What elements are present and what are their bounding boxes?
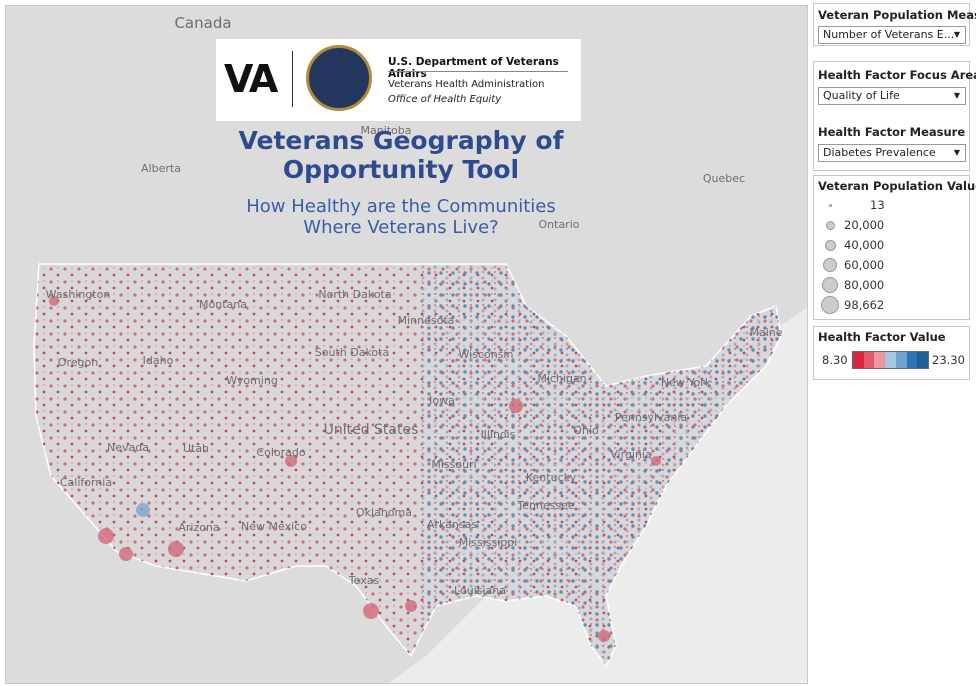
place-label: Iowa	[429, 394, 455, 407]
title-line: Opportunity Tool	[282, 155, 520, 184]
legend-title: Veteran Population Value	[818, 179, 976, 193]
dropdown[interactable]: Quality of Life	[818, 87, 966, 105]
subtitle-line: Where Veterans Live?	[303, 217, 499, 238]
place-label: Virginia	[610, 448, 651, 461]
size-legend: Veteran Population Value 13 20,000 40,000 6…	[813, 175, 976, 320]
va-logo-box: VA U.S. Department of Veterans Affairs V…	[216, 39, 581, 121]
place-label: Manitoba	[360, 124, 411, 137]
size-label: 60,000	[844, 258, 885, 272]
place-label: Utah	[183, 442, 209, 455]
dropdown[interactable]: Diabetes Prevalence	[818, 144, 966, 162]
size-swatch	[822, 277, 838, 293]
filter-title: Veteran Population Meas...	[818, 8, 976, 22]
subtitle: How Healthy are the Communities Where Ve…	[206, 196, 596, 238]
office: Office of Health Equity	[388, 94, 502, 105]
place-label: Tennessee	[516, 499, 575, 512]
subtitle-line: How Healthy are the Communities	[246, 196, 556, 217]
place-label: California	[60, 476, 112, 489]
size-label: 40,000	[844, 238, 885, 252]
map: Canada Manitoba Alberta Quebec Ontario Washin…	[5, 5, 808, 684]
va-logo: VA	[224, 57, 278, 101]
place-label: Ontario	[539, 218, 580, 231]
place-label: Montana	[199, 298, 247, 311]
place-label: Kentucky	[526, 471, 577, 484]
color-legend: Health Factor Value 8.30 23.30	[813, 326, 970, 380]
place-label: Quebec	[703, 172, 745, 185]
va-seal	[306, 45, 372, 111]
size-legend-item: 13	[814, 196, 964, 214]
size-legend-item: 60,000	[814, 256, 964, 274]
place-label: North Dakota	[318, 288, 391, 301]
size-legend-item: 40,000	[814, 236, 964, 254]
place-label: Washington	[46, 288, 111, 301]
place-label: Illinois	[481, 428, 516, 441]
department: U.S. Department of Veterans Affairs	[388, 56, 559, 80]
legend-title: Health Factor Value	[818, 330, 946, 344]
filter-panel: Veteran Population Meas... Number of Vet…	[813, 3, 976, 46]
place-label: South Dakota	[315, 346, 389, 359]
size-legend-item: 80,000	[814, 276, 964, 294]
place-label: Colorado	[256, 446, 305, 459]
legend-max: 23.30	[932, 353, 965, 367]
size-label: 98,662	[844, 298, 885, 312]
place-label: New York	[661, 376, 712, 389]
color-ramp	[852, 351, 929, 369]
place-label: Canada	[174, 14, 231, 32]
place-label: Alberta	[141, 162, 181, 175]
place-label: Michigan	[537, 372, 586, 385]
administration: Veterans Health Administration	[388, 79, 545, 90]
county-dots-east	[421, 264, 781, 666]
size-legend-item: 98,662	[814, 296, 964, 314]
size-swatch	[823, 258, 837, 272]
size-swatch	[825, 220, 835, 230]
place-label: New Mexico	[241, 520, 307, 533]
place-label: Louisiana	[454, 584, 506, 597]
place-label: Wyoming	[226, 374, 278, 387]
place-label: Idaho	[143, 354, 174, 367]
place-label: Arkansas	[427, 518, 477, 531]
place-label: Mississippi	[459, 536, 518, 549]
place-label: Pennsylvania	[615, 411, 687, 424]
filter-title: Health Factor Measure	[818, 125, 966, 139]
size-label: 13	[870, 198, 885, 212]
place-label: Minnesota	[398, 314, 455, 327]
size-label: 80,000	[844, 278, 885, 292]
size-swatch	[824, 239, 836, 251]
dropdown[interactable]: Number of Veterans E...	[818, 26, 966, 44]
size-swatch	[821, 296, 839, 314]
size-swatch	[828, 203, 832, 207]
legend-min: 8.30	[822, 353, 848, 367]
place-label: Nevada	[107, 441, 149, 454]
filter-title: Health Factor Focus Area	[818, 68, 976, 82]
size-label: 20,000	[844, 218, 885, 232]
place-label: Oklahoma	[356, 506, 412, 519]
filter-panel: Health Factor Focus Area Quality of Life…	[813, 61, 976, 171]
size-legend-item: 20,000	[814, 216, 964, 234]
place-label: Oregon	[58, 356, 98, 369]
place-label: Wisconsin	[459, 348, 514, 361]
place-label: Ohio	[573, 424, 599, 437]
title-line: Veterans Geography of	[238, 126, 564, 155]
title: Veterans Geography of Opportunity Tool	[206, 126, 596, 184]
place-label: Missouri	[431, 458, 476, 471]
large-dots	[49, 296, 661, 642]
place-label: Texas	[348, 574, 380, 587]
place-label: Arizona	[178, 521, 219, 534]
place-label: Maine	[749, 326, 782, 339]
place-label: United States	[324, 422, 419, 438]
place-labels: Canada Manitoba Alberta Quebec Ontario Washin…	[46, 14, 783, 597]
